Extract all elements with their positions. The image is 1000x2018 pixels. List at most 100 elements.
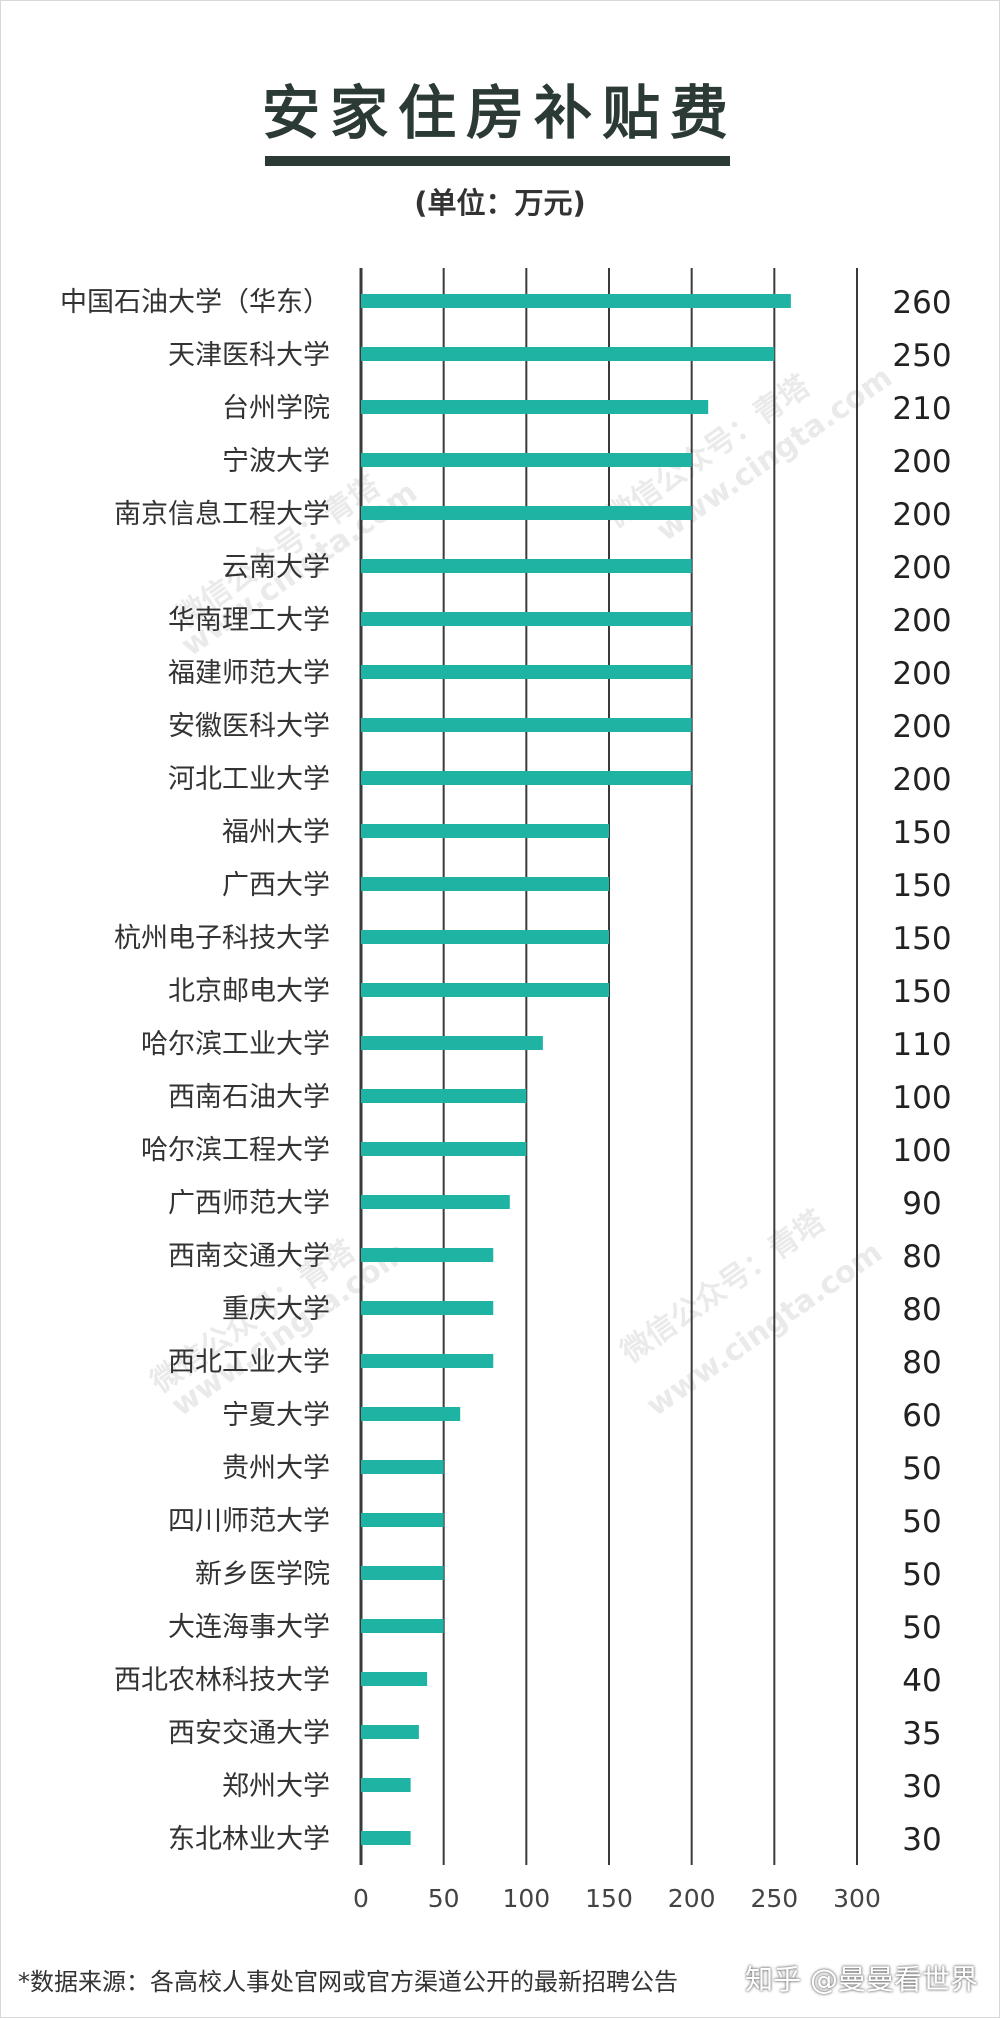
chart-subtitle: (单位：万元) (414, 186, 586, 220)
category-label: 大连海事大学 (168, 1612, 330, 1643)
category-label: 西南交通大学 (168, 1241, 330, 1272)
category-label: 广西师范大学 (168, 1188, 330, 1219)
bar (361, 559, 692, 573)
bar (361, 1142, 527, 1156)
bar (361, 347, 775, 361)
category-label: 杭州电子科技大学 (114, 923, 330, 954)
data-source-note: *数据来源：各高校人事处官网或官方渠道公开的最新招聘公告 (18, 1968, 678, 1996)
category-label: 华南理工大学 (168, 605, 330, 636)
category-label: 南京信息工程大学 (114, 499, 330, 530)
bar (361, 718, 692, 732)
bar (361, 1725, 419, 1739)
x-tick-label: 0 (353, 1884, 369, 1913)
value-label: 60 (902, 1398, 941, 1434)
bar (361, 877, 609, 891)
category-label: 云南大学 (222, 552, 330, 583)
bar (361, 294, 791, 308)
bar (361, 1778, 411, 1792)
author-credit: 知乎 @曼曼看世界 (745, 1963, 978, 1996)
value-label: 40 (902, 1663, 941, 1699)
value-label: 150 (892, 815, 951, 851)
value-label: 200 (892, 762, 951, 798)
bar (361, 983, 609, 997)
category-label: 新乡医学院 (195, 1559, 330, 1590)
value-label: 80 (902, 1345, 941, 1381)
category-label: 四川师范大学 (168, 1506, 330, 1537)
x-tick-label: 50 (428, 1884, 460, 1913)
category-label: 贵州大学 (222, 1453, 330, 1484)
bar (361, 930, 609, 944)
value-label: 200 (892, 603, 951, 639)
value-label: 200 (892, 656, 951, 692)
category-label: 宁夏大学 (222, 1400, 330, 1431)
value-label: 110 (892, 1027, 951, 1063)
category-label: 西北工业大学 (168, 1347, 330, 1378)
value-label: 100 (892, 1133, 951, 1169)
value-label: 50 (902, 1451, 941, 1487)
x-tick-label: 250 (750, 1884, 798, 1913)
category-label: 安徽医科大学 (168, 711, 330, 742)
bar (361, 1566, 444, 1580)
category-label: 西南石油大学 (168, 1082, 330, 1113)
bar (361, 1460, 444, 1474)
category-label: 福建师范大学 (168, 658, 330, 689)
bar (361, 612, 692, 626)
x-tick-label: 300 (833, 1884, 881, 1913)
bar (361, 400, 709, 414)
category-label: 宁波大学 (222, 446, 330, 477)
bar (361, 1513, 444, 1527)
x-tick-label: 100 (502, 1884, 550, 1913)
category-label: 中国石油大学（华东） (60, 287, 330, 318)
bar (361, 1672, 428, 1686)
category-label: 福州大学 (222, 817, 330, 848)
bar (361, 1354, 494, 1368)
value-label: 260 (892, 285, 951, 321)
value-label: 150 (892, 921, 951, 957)
value-label: 50 (902, 1557, 941, 1593)
value-label: 100 (892, 1080, 951, 1116)
value-label: 150 (892, 868, 951, 904)
bar (361, 506, 692, 520)
category-label: 哈尔滨工业大学 (141, 1029, 330, 1060)
category-label: 台州学院 (222, 393, 330, 424)
bar (361, 1036, 543, 1050)
value-label: 80 (902, 1239, 941, 1275)
category-label: 西安交通大学 (168, 1718, 330, 1749)
value-label: 250 (892, 338, 951, 374)
value-label: 90 (902, 1186, 941, 1222)
category-label: 北京邮电大学 (168, 976, 330, 1007)
value-label: 200 (892, 550, 951, 586)
value-label: 150 (892, 974, 951, 1010)
value-label: 210 (892, 391, 951, 427)
value-label: 50 (902, 1610, 941, 1646)
category-label: 广西大学 (222, 870, 330, 901)
value-label: 200 (892, 709, 951, 745)
bar (361, 1831, 411, 1845)
category-label: 天津医科大学 (168, 340, 330, 371)
category-label: 河北工业大学 (168, 764, 330, 795)
bar (361, 1407, 461, 1421)
bar (361, 1619, 444, 1633)
x-tick-label: 150 (585, 1884, 633, 1913)
bar (361, 1301, 494, 1315)
category-label: 重庆大学 (222, 1294, 330, 1325)
bar (361, 453, 692, 467)
chart-title: 安家住房补贴费 (261, 79, 738, 147)
bar (361, 824, 609, 838)
category-label: 哈尔滨工程大学 (141, 1135, 330, 1166)
value-label: 35 (902, 1716, 941, 1752)
value-label: 30 (902, 1822, 941, 1858)
value-label: 30 (902, 1769, 941, 1805)
bar (361, 1089, 527, 1103)
bar (361, 771, 692, 785)
category-label: 东北林业大学 (168, 1824, 330, 1855)
bar (361, 665, 692, 679)
x-tick-label: 200 (668, 1884, 716, 1913)
category-label: 西北农林科技大学 (114, 1665, 330, 1696)
value-label: 200 (892, 444, 951, 480)
title-underline (265, 156, 730, 166)
value-label: 50 (902, 1504, 941, 1540)
value-label: 80 (902, 1292, 941, 1328)
bar (361, 1248, 494, 1262)
